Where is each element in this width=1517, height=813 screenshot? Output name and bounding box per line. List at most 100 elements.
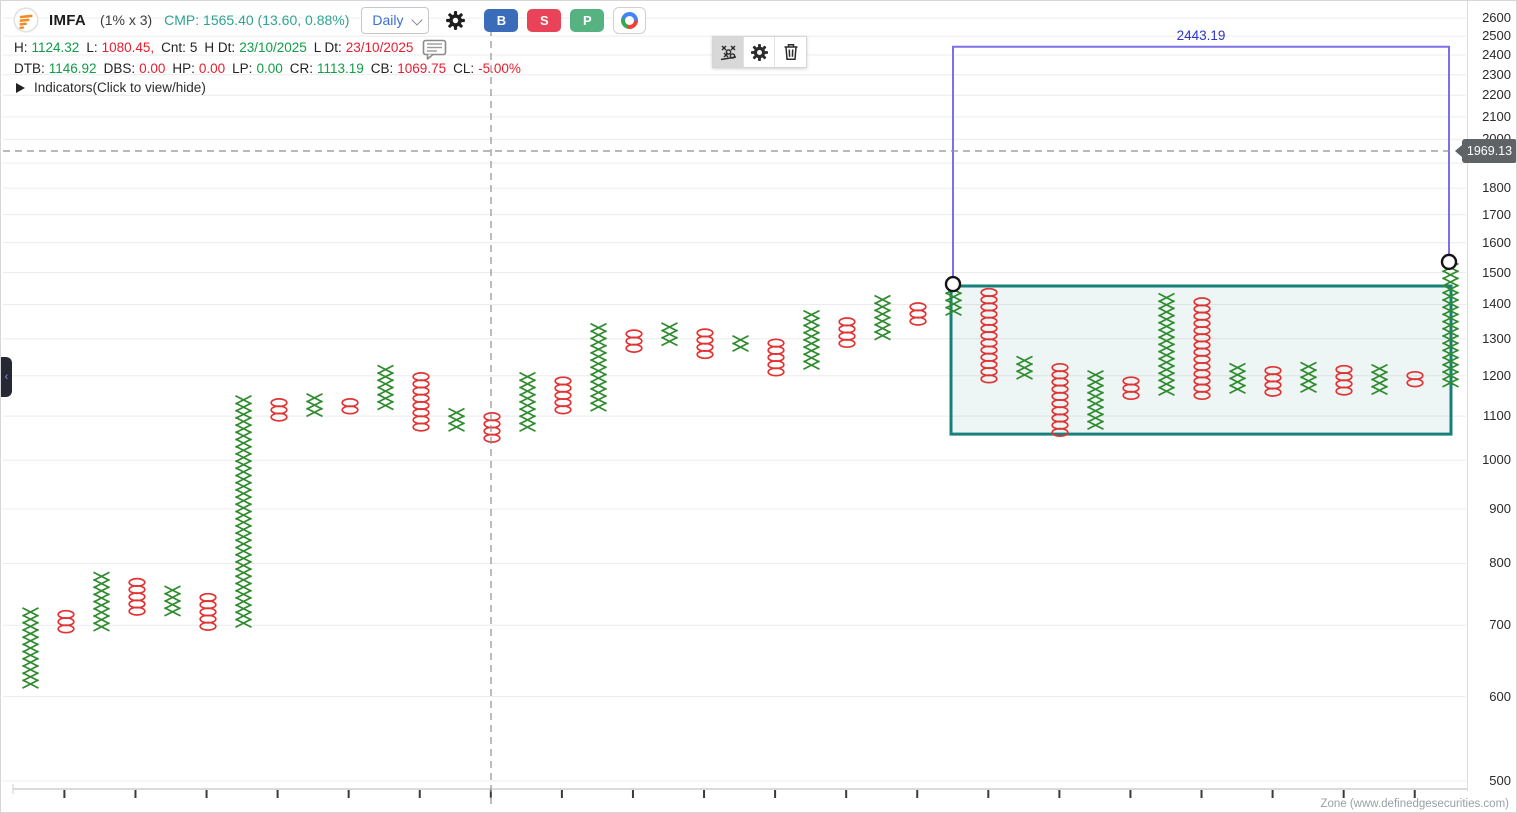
stat-label: DTB: — [14, 61, 45, 76]
comment-bubble-icon — [422, 39, 447, 60]
pnf-column-X — [590, 322, 607, 412]
gear-icon — [750, 43, 768, 61]
stat-value: 1124.32 — [31, 40, 80, 55]
axis-price-label: 2500 — [1482, 28, 1511, 44]
drawing-toolbar — [712, 36, 807, 68]
drawing-settings-button[interactable] — [744, 37, 775, 67]
pnf-column-O — [412, 372, 430, 432]
pnf-column-X — [945, 284, 962, 317]
stat-value: 1146.92 — [48, 61, 97, 76]
stat-value: 0.00 — [139, 61, 166, 76]
stat-label: CL: — [453, 61, 475, 76]
cmp-quote: CMP: 1565.40 (13.60, 0.88%) — [164, 12, 350, 28]
sell-button[interactable]: S — [527, 8, 562, 32]
pnf-column-O — [1122, 376, 1140, 401]
sidebar-collapse-handle[interactable]: ‹ — [1, 357, 12, 397]
axis-price-label: 1700 — [1482, 206, 1511, 222]
p-button[interactable]: P — [570, 8, 605, 32]
stat-label: CB: — [370, 61, 394, 76]
stat-label: DBS: — [103, 61, 136, 76]
pnf-column-O — [554, 376, 572, 415]
broker-logo — [13, 7, 39, 33]
axis-price-label: 2400 — [1482, 47, 1511, 63]
chart-settings-button[interactable] — [445, 10, 466, 31]
stat-value: -5.00% — [478, 61, 521, 76]
pnf-column-X — [874, 294, 891, 341]
axis-price-label: 1100 — [1483, 408, 1511, 424]
pnf-column-X — [306, 393, 323, 418]
xo-chart-icon — [720, 45, 736, 60]
stat-label: L: — [86, 40, 98, 55]
annotation-price-label: 2443.19 — [1177, 28, 1226, 43]
pnf-column-O — [1193, 297, 1211, 401]
attribution-text: Zone (www.definedgesecurities.com) — [1320, 798, 1509, 810]
stat-label: HP: — [172, 61, 195, 76]
pnf-column-X — [1087, 369, 1104, 431]
pnf-column-X — [1158, 292, 1175, 397]
stat-value: 5 — [189, 40, 198, 55]
levels-stats-row: DTB: 1146.92 DBS: 0.00 HP: 0.00 LP: 0.00 CR: 1113… — [14, 61, 528, 76]
pnf-column-O — [767, 338, 785, 377]
axis-price-label: 700 — [1489, 617, 1511, 633]
pnf-column-X — [1016, 355, 1033, 380]
palette-button[interactable] — [613, 6, 647, 34]
pnf-column-X — [1300, 361, 1317, 393]
axis-price-label: 800 — [1489, 555, 1511, 571]
stat-label: H: — [14, 40, 28, 55]
axis-price-label: 2600 — [1482, 9, 1511, 25]
zone-box[interactable] — [949, 284, 1453, 436]
stat-label: LP: — [232, 61, 253, 76]
stat-label: Cnt: — [161, 40, 186, 55]
pnf-column-X — [732, 335, 749, 352]
axis-price-label: 2300 — [1482, 66, 1511, 82]
pnf-column-O — [199, 592, 217, 631]
ohlc-stats-row: H: 1124.32 L: 1080.45, Cnt: 5 H Dt: 23/10/2025 L… — [14, 40, 420, 55]
indicators-toggle[interactable]: Indicators(Click to view/hide) — [16, 80, 206, 95]
stat-value: 23/10/2025 — [239, 40, 307, 55]
axis-price-label: 1500 — [1482, 264, 1511, 280]
timeframe-select[interactable]: Daily — [361, 6, 430, 34]
comment-button[interactable] — [422, 39, 449, 64]
pnf-column-X — [448, 407, 465, 432]
resistance-annotation-line[interactable] — [952, 45, 1450, 285]
axis-price-label: 1800 — [1482, 180, 1511, 196]
pnf-column-X — [803, 309, 820, 370]
pnf-column-X — [377, 364, 394, 411]
pnf-column-O — [1264, 365, 1282, 397]
stat-value: 1080.45, — [101, 40, 155, 55]
pnf-column-O — [128, 577, 146, 616]
pnf-column-X — [22, 607, 39, 689]
pnf-column-X — [519, 371, 536, 432]
xo-chart-mode-button[interactable] — [713, 37, 744, 67]
color-ring-icon — [621, 11, 639, 29]
pnf-column-O — [1406, 370, 1424, 388]
last-price-tag: 1969.13 — [1455, 139, 1516, 163]
stat-value: 1069.75 — [397, 61, 447, 76]
triangle-right-icon — [16, 82, 25, 93]
annotation-anchor[interactable] — [1440, 253, 1458, 271]
stat-value: 1113.19 — [316, 61, 364, 76]
pnf-column-O — [980, 287, 998, 384]
chart-header: IMFA (1% x 3) CMP: 1565.40 (13.60, 0.88%… — [13, 5, 647, 35]
stat-value: 0.00 — [256, 61, 283, 76]
pnf-column-O — [341, 398, 359, 415]
axis-price-label: 1200 — [1482, 367, 1511, 383]
axis-price-label: 2200 — [1482, 87, 1511, 103]
pnf-column-X — [164, 585, 181, 617]
trash-icon — [784, 44, 797, 60]
stat-label: CR: — [289, 61, 313, 76]
pnf-column-O — [838, 317, 856, 349]
delete-drawing-button[interactable] — [775, 37, 806, 67]
pnf-column-O — [1051, 362, 1069, 438]
axis-price-label: 2100 — [1482, 108, 1511, 124]
axis-price-label: 1300 — [1482, 330, 1511, 346]
buy-button[interactable]: B — [484, 8, 519, 32]
pnf-column-X — [1229, 362, 1246, 395]
axis-price-label: 1600 — [1482, 234, 1511, 250]
pnf-column-X — [1442, 262, 1459, 388]
pnf-column-X — [661, 322, 678, 347]
chevron-left-icon: ‹ — [4, 371, 9, 383]
annotation-anchor[interactable] — [944, 275, 962, 293]
